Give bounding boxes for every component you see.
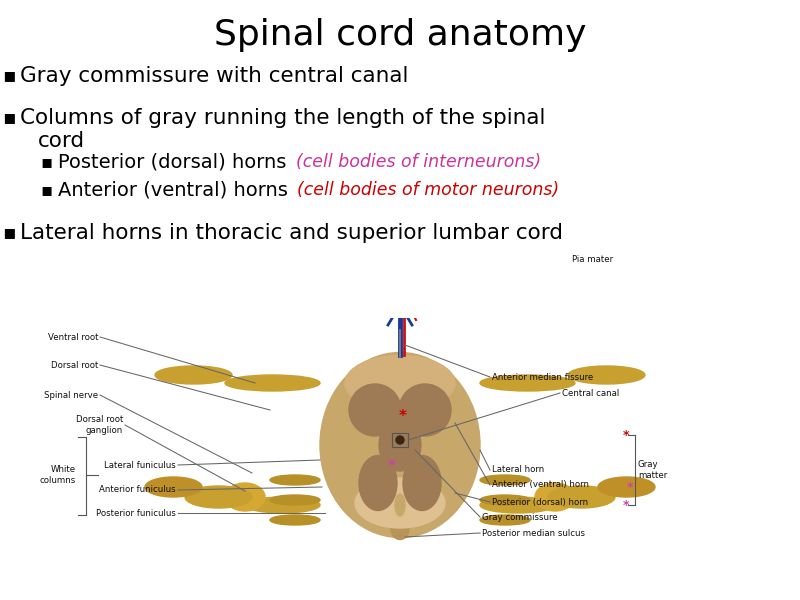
Ellipse shape bbox=[210, 203, 590, 231]
Text: Dorsal root
ganglion: Dorsal root ganglion bbox=[76, 415, 123, 434]
Text: *: * bbox=[388, 460, 396, 475]
Text: ▪: ▪ bbox=[40, 181, 52, 199]
Text: Lateral horn: Lateral horn bbox=[492, 466, 544, 475]
Ellipse shape bbox=[345, 355, 455, 410]
Ellipse shape bbox=[355, 478, 445, 528]
Ellipse shape bbox=[399, 384, 451, 436]
Ellipse shape bbox=[391, 520, 409, 539]
Text: Gray commissure with central canal: Gray commissure with central canal bbox=[20, 66, 408, 86]
Text: ▪: ▪ bbox=[2, 108, 16, 127]
Ellipse shape bbox=[320, 352, 480, 538]
Text: *: * bbox=[626, 481, 634, 494]
Text: Anterior median fissure: Anterior median fissure bbox=[492, 373, 594, 382]
Text: Pia mater: Pia mater bbox=[572, 256, 613, 265]
Text: Anterior funiculus: Anterior funiculus bbox=[99, 485, 176, 494]
Text: *: * bbox=[622, 499, 630, 511]
Ellipse shape bbox=[395, 494, 405, 516]
Text: Lateral funiculus: Lateral funiculus bbox=[104, 461, 176, 469]
Text: ▪: ▪ bbox=[2, 66, 16, 85]
Ellipse shape bbox=[480, 497, 555, 513]
Ellipse shape bbox=[185, 486, 252, 508]
Text: (cell bodies of motor neurons): (cell bodies of motor neurons) bbox=[297, 181, 559, 199]
Text: Gray commissure: Gray commissure bbox=[482, 512, 558, 521]
Text: Central canal: Central canal bbox=[562, 389, 619, 397]
Ellipse shape bbox=[359, 455, 397, 511]
Text: Spinal cord anatomy: Spinal cord anatomy bbox=[214, 18, 586, 52]
Text: Posterior (dorsal) horns: Posterior (dorsal) horns bbox=[58, 153, 293, 172]
Text: ▪: ▪ bbox=[40, 153, 52, 171]
Ellipse shape bbox=[480, 375, 575, 391]
Text: White
columns: White columns bbox=[40, 466, 76, 485]
Ellipse shape bbox=[270, 475, 320, 485]
Ellipse shape bbox=[225, 483, 265, 511]
Ellipse shape bbox=[480, 475, 530, 485]
Text: Lateral horns in thoracic and superior lumbar cord: Lateral horns in thoracic and superior l… bbox=[20, 223, 563, 243]
Ellipse shape bbox=[230, 221, 570, 249]
Text: Columns of gray running the length of the spinal: Columns of gray running the length of th… bbox=[20, 108, 546, 128]
Text: Posterior funiculus: Posterior funiculus bbox=[96, 509, 176, 517]
Ellipse shape bbox=[480, 495, 530, 505]
Text: *: * bbox=[622, 428, 630, 442]
Ellipse shape bbox=[155, 366, 232, 384]
Text: cord: cord bbox=[38, 131, 85, 151]
Text: Gray
matter: Gray matter bbox=[638, 460, 667, 480]
Text: Posterior (dorsal) horn: Posterior (dorsal) horn bbox=[492, 497, 588, 506]
Ellipse shape bbox=[220, 211, 580, 239]
Text: ▪: ▪ bbox=[2, 223, 16, 242]
Ellipse shape bbox=[245, 497, 320, 513]
Ellipse shape bbox=[225, 375, 320, 391]
Ellipse shape bbox=[598, 477, 655, 497]
Ellipse shape bbox=[270, 515, 320, 525]
Text: (cell bodies of interneurons): (cell bodies of interneurons) bbox=[296, 153, 541, 171]
Ellipse shape bbox=[270, 495, 320, 505]
Ellipse shape bbox=[568, 366, 645, 384]
Text: *: * bbox=[399, 409, 407, 425]
Ellipse shape bbox=[379, 419, 421, 471]
Circle shape bbox=[396, 436, 404, 444]
Text: Dorsal root: Dorsal root bbox=[50, 361, 98, 370]
Ellipse shape bbox=[349, 384, 401, 436]
Text: Ventral root: Ventral root bbox=[47, 332, 98, 341]
Ellipse shape bbox=[480, 515, 530, 525]
Ellipse shape bbox=[548, 486, 615, 508]
Ellipse shape bbox=[145, 477, 202, 497]
Ellipse shape bbox=[403, 455, 441, 511]
Text: Anterior (ventral) horn: Anterior (ventral) horn bbox=[492, 481, 589, 490]
Text: Posterior median sulcus: Posterior median sulcus bbox=[482, 529, 585, 538]
Text: Spinal nerve: Spinal nerve bbox=[44, 391, 98, 400]
Text: Anterior (ventral) horns: Anterior (ventral) horns bbox=[58, 181, 294, 200]
Ellipse shape bbox=[535, 483, 575, 511]
